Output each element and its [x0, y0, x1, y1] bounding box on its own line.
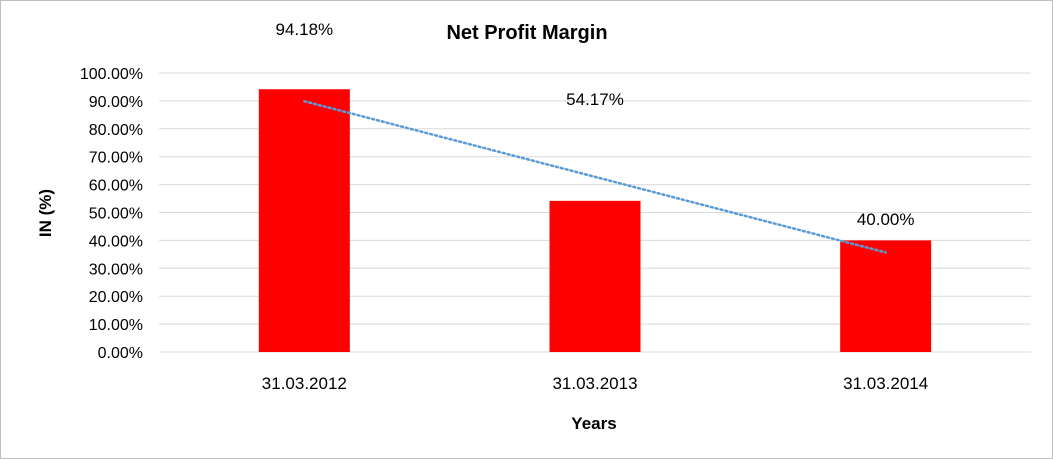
y-tick-label: 50.00%	[89, 206, 143, 223]
data-label: 94.18%	[275, 20, 333, 39]
y-tick-label: 20.00%	[89, 289, 143, 306]
x-tick-label: 31.03.2013	[552, 374, 637, 393]
y-tick-label: 60.00%	[89, 178, 143, 195]
bar	[258, 89, 350, 353]
y-tick-label: 10.00%	[89, 317, 143, 334]
chart-title: Net Profit Margin	[446, 22, 607, 44]
data-label: 54.17%	[566, 90, 624, 109]
y-axis-title: IN (%)	[36, 189, 55, 237]
y-tick-label: 90.00%	[89, 94, 143, 111]
x-tick-label: 31.03.2014	[843, 374, 928, 393]
trendline	[303, 100, 887, 254]
y-tick-label: 70.00%	[89, 150, 143, 167]
trendline-path	[303, 100, 887, 254]
bars	[258, 89, 932, 353]
y-tick-label: 0.00%	[98, 345, 143, 362]
data-label: 40.00%	[857, 210, 915, 229]
data-labels: 94.18% 54.17% 40.00%	[275, 20, 914, 229]
x-axis-title: Years	[571, 414, 616, 433]
y-tick-label: 30.00%	[89, 261, 143, 278]
y-axis-ticks: 0.00% 10.00% 20.00% 30.00% 40.00% 50.00% 60.00…	[80, 66, 143, 362]
y-tick-label: 80.00%	[89, 122, 143, 139]
y-tick-label: 40.00%	[89, 233, 143, 250]
y-tick-label: 100.00%	[80, 66, 143, 83]
bar	[840, 240, 932, 352]
x-axis-ticks: 31.03.2012 31.03.2013 31.03.2014	[262, 374, 928, 393]
x-tick-label: 31.03.2012	[262, 374, 347, 393]
bar	[549, 200, 641, 352]
